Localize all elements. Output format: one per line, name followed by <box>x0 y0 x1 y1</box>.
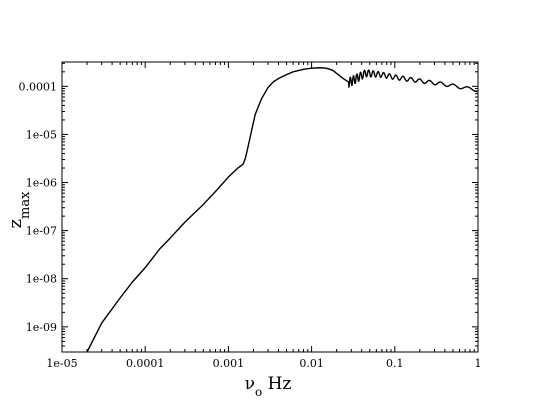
x-tick-label: 1e-05 <box>46 357 77 370</box>
y-tick-label: 1e-06 <box>26 177 57 190</box>
y-axis-title: zmax <box>5 191 33 229</box>
y-axis-ticks: 1e-09 1e-08 1e-07 1e-06 1e-05 0.0001 <box>19 62 478 353</box>
x-axis-ticks: 1e-05 0.0001 0.001 0.01 0.1 1 <box>46 62 482 370</box>
y-tick-label: 1e-07 <box>26 225 57 238</box>
x-tick-label: 0.0001 <box>126 357 165 370</box>
x-tick-label: 0.01 <box>299 357 324 370</box>
y-tick-label: 0.0001 <box>19 80 58 93</box>
x-tick-label: 0.001 <box>213 357 245 370</box>
y-tick-label: 1e-08 <box>26 273 57 286</box>
x-tick-label: 1 <box>475 357 482 370</box>
y-tick-label: 1e-05 <box>26 128 57 141</box>
y-tick-label: 1e-09 <box>26 321 57 334</box>
plot-frame <box>61 61 479 353</box>
series-line <box>86 67 479 353</box>
x-axis-title: νo Hz <box>245 374 292 399</box>
x-tick-label: 0.1 <box>386 357 404 370</box>
